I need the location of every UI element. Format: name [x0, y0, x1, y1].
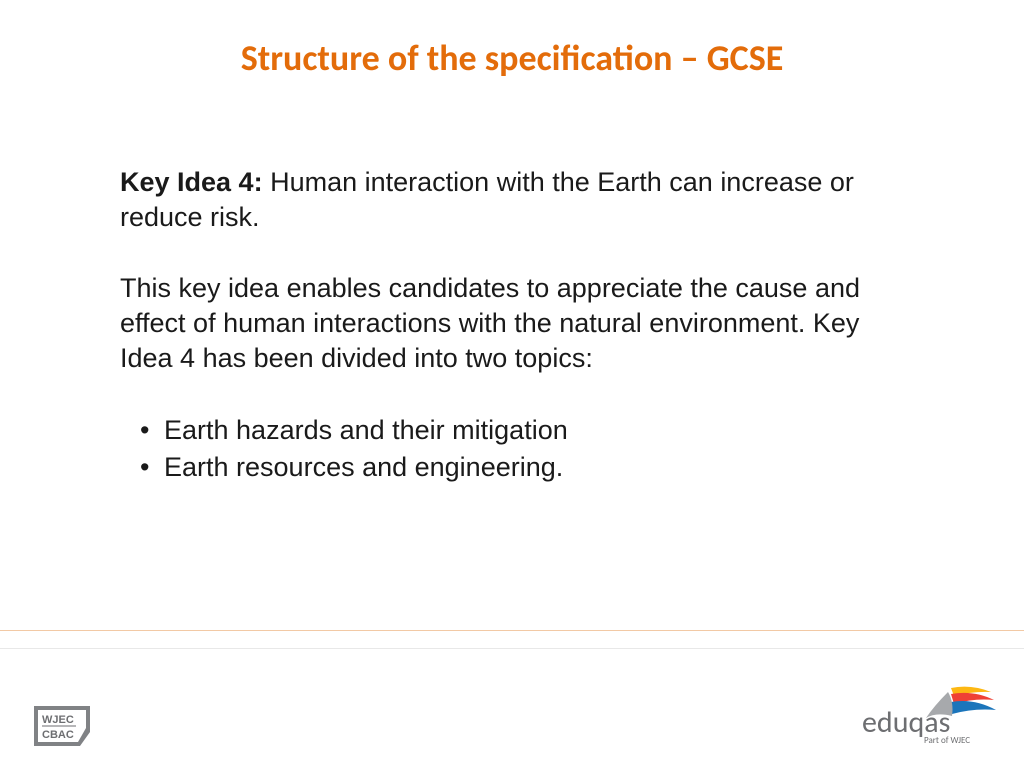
wjec-cbac-logo: WJEC CBAC — [28, 698, 96, 750]
divider-line-orange — [0, 630, 1024, 631]
eduqas-logo: eduqas Part of WJEC — [856, 682, 996, 750]
cbac-text: CBAC — [42, 729, 74, 741]
slide-content: Key Idea 4: Human interaction with the E… — [120, 165, 880, 485]
bullet-list: Earth hazards and their mitigation Earth… — [120, 412, 880, 485]
list-item: Earth resources and engineering. — [140, 449, 880, 485]
description-paragraph: This key idea enables candidates to appr… — [120, 271, 880, 376]
list-item: Earth hazards and their mitigation — [140, 412, 880, 448]
divider-line-grey — [0, 648, 1024, 649]
wjec-text: WJEC — [42, 714, 74, 726]
slide-title: Structure of the specification – GCSE — [0, 36, 1024, 80]
key-idea-paragraph: Key Idea 4: Human interaction with the E… — [120, 165, 880, 235]
eduqas-tagline-text: Part of WJEC — [924, 735, 970, 746]
key-idea-label: Key Idea 4: — [120, 167, 263, 197]
